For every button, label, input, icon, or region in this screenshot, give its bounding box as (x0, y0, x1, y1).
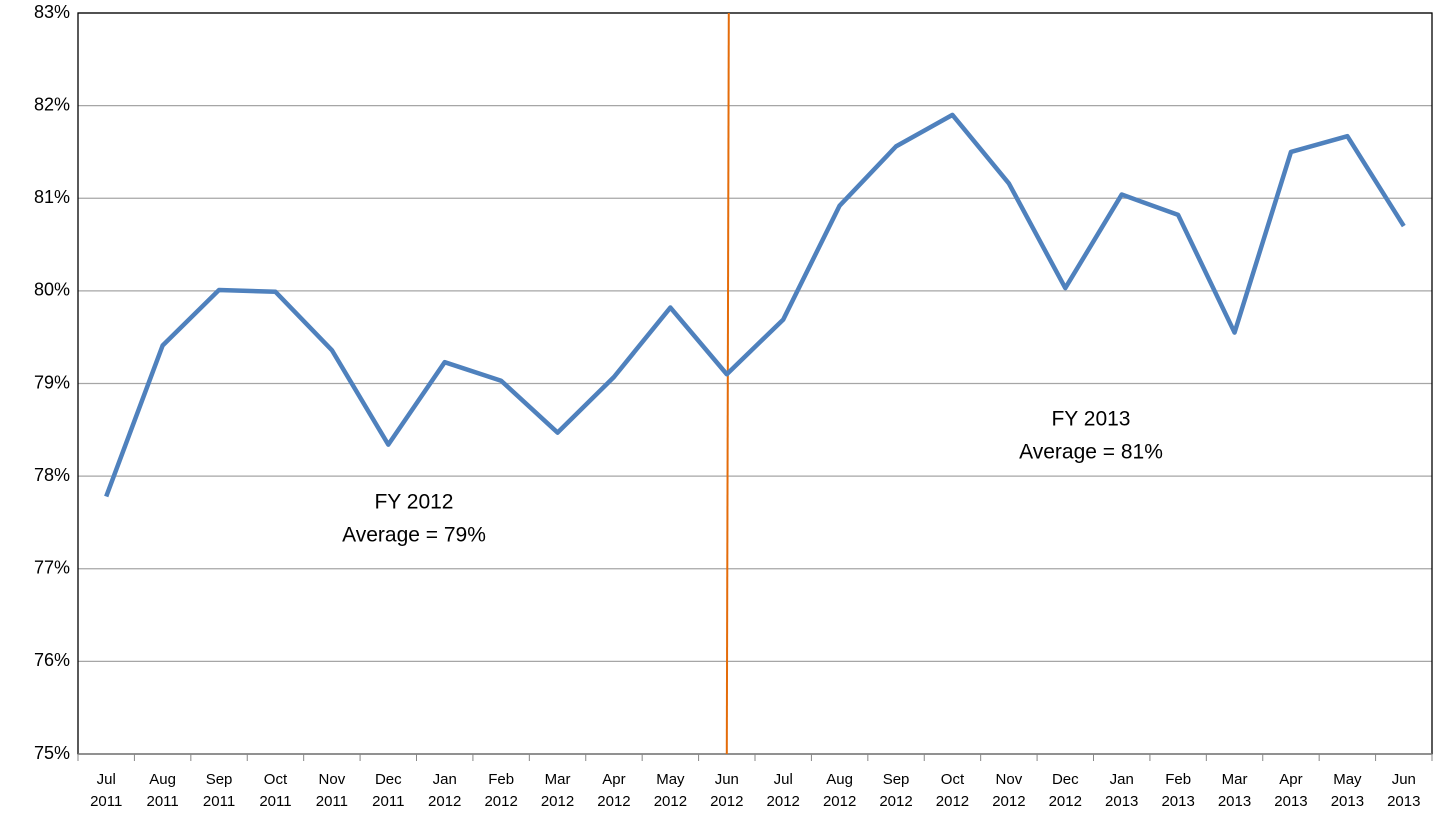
x-tick-label: Apr 2013 (1274, 771, 1307, 810)
x-tick-label: Jun 2013 (1387, 771, 1420, 810)
x-tick-label: Aug 2011 (146, 771, 178, 810)
x-tick-label: Sep 2012 (879, 771, 912, 810)
x-tick-label: Apr 2012 (597, 771, 630, 810)
x-tick-label: Oct 2011 (259, 771, 291, 810)
x-tick-label: Aug 2012 (823, 771, 856, 810)
x-tick-label: Jul 2012 (767, 771, 800, 810)
series-line (104, 112, 1406, 498)
y-tick-label: 75% (34, 743, 70, 763)
x-tick-label: Oct 2012 (936, 771, 969, 810)
x-tick-label: May 2013 (1331, 771, 1364, 810)
x-tick-label: Nov 2012 (992, 771, 1025, 810)
x-tick-label: May 2012 (654, 771, 687, 810)
x-tick-label: Sep 2011 (203, 771, 235, 810)
x-tick-label: Mar 2012 (541, 771, 574, 810)
x-tick-label: Dec 2012 (1049, 771, 1082, 810)
annotation: FY 2013 (1051, 408, 1130, 431)
x-tick-label: Jun 2012 (710, 771, 743, 810)
y-tick-label: 76% (34, 650, 70, 670)
x-tick-label: Feb 2012 (484, 771, 517, 810)
x-tick-label: Mar 2013 (1218, 771, 1251, 810)
y-tick-label: 81% (34, 187, 70, 207)
x-tick-label: Feb 2013 (1161, 771, 1194, 810)
x-tick-label: Dec 2011 (372, 771, 404, 810)
y-tick-label: 80% (34, 280, 70, 300)
y-tick-label: 83% (34, 2, 70, 22)
y-tick-label: 78% (34, 465, 70, 485)
annotation: Average = 81% (1019, 441, 1163, 464)
x-tick-label: Jan 2012 (428, 771, 461, 810)
x-tick-label: Nov 2011 (316, 771, 348, 810)
y-tick-label: 79% (34, 372, 70, 392)
y-tick-label: 77% (34, 558, 70, 578)
x-tick-label: Jan 2013 (1105, 771, 1138, 810)
divider-line (725, 12, 730, 755)
annotation: FY 2012 (374, 491, 453, 514)
annotation: Average = 79% (342, 524, 486, 547)
x-tick-label: Jul 2011 (90, 771, 122, 810)
y-tick-label: 82% (34, 94, 70, 114)
